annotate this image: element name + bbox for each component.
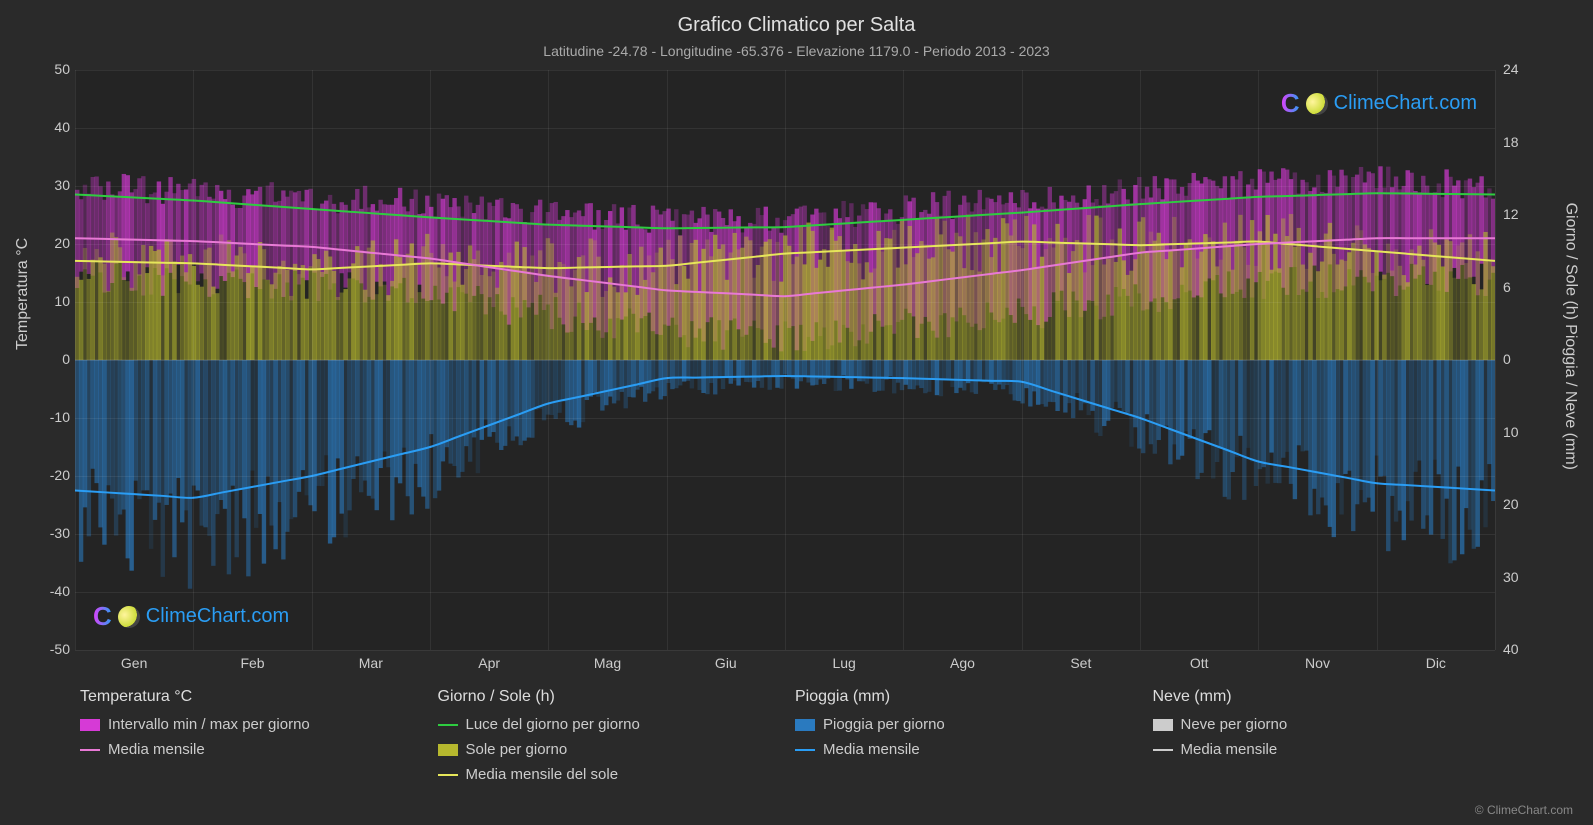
legend-item: Pioggia per giorno [795, 716, 1153, 733]
copyright: © ClimeChart.com [1475, 803, 1573, 817]
chart-title: Grafico Climatico per Salta [0, 0, 1593, 37]
y-left-tick: 40 [40, 119, 70, 135]
legend-label: Sole per giorno [466, 741, 568, 758]
grid-line-v [1022, 70, 1023, 650]
x-tick-month: Mar [359, 655, 383, 671]
grid-line-v [548, 70, 549, 650]
legend-item: Sole per giorno [438, 741, 796, 758]
grid-line-v [785, 70, 786, 650]
legend-item: Media mensile [80, 741, 438, 758]
legend-title: Giorno / Sole (h) [438, 688, 796, 706]
y-left-tick: 0 [40, 351, 70, 367]
x-tick-month: Feb [240, 655, 264, 671]
grid-line-v [193, 70, 194, 650]
legend-swatch [1153, 719, 1173, 731]
legend-title: Pioggia (mm) [795, 688, 1153, 706]
legend-label: Media mensile del sole [466, 766, 619, 783]
logo-sun-icon [118, 606, 140, 628]
x-tick-month: Set [1070, 655, 1091, 671]
x-tick-month: Dic [1426, 655, 1446, 671]
y-left-tick: 50 [40, 61, 70, 77]
x-tick-month: Ago [950, 655, 975, 671]
legend-line [795, 749, 815, 751]
legend-col-rain: Pioggia (mm) Pioggia per giorno Media me… [795, 688, 1153, 791]
logo-c-icon: C [93, 601, 112, 632]
y-right-tick-hours: 6 [1503, 279, 1511, 295]
y-left-tick: 20 [40, 235, 70, 251]
legend-label: Intervallo min / max per giorno [108, 716, 310, 733]
y-right-tick-mm: 20 [1503, 496, 1519, 512]
legend-label: Pioggia per giorno [823, 716, 945, 733]
grid-line-v [312, 70, 313, 650]
grid-line-v [1140, 70, 1141, 650]
legend-label: Media mensile [823, 741, 920, 758]
grid-line-v [667, 70, 668, 650]
legend-col-snow: Neve (mm) Neve per giorno Media mensile [1153, 688, 1511, 791]
legend-label: Luce del giorno per giorno [466, 716, 640, 733]
legend-label: Media mensile [108, 741, 205, 758]
y-right-tick-hours: 0 [1503, 351, 1511, 367]
grid-line-v [75, 70, 76, 650]
logo-c-icon: C [1281, 88, 1300, 119]
grid-line-v [1377, 70, 1378, 650]
legend-title: Neve (mm) [1153, 688, 1511, 706]
grid-line-v [1258, 70, 1259, 650]
y-left-tick: -20 [40, 467, 70, 483]
y-left-tick: -10 [40, 409, 70, 425]
legend-item: Luce del giorno per giorno [438, 716, 796, 733]
legend-label: Neve per giorno [1181, 716, 1288, 733]
legend-line [438, 774, 458, 776]
legend-swatch [438, 744, 458, 756]
grid-line-v [430, 70, 431, 650]
x-tick-month: Giu [715, 655, 737, 671]
y-right-tick-hours: 24 [1503, 61, 1519, 77]
logo-sun-icon [1306, 93, 1328, 115]
x-tick-month: Gen [121, 655, 147, 671]
legend: Temperatura °C Intervallo min / max per … [80, 688, 1510, 791]
legend-title: Temperatura °C [80, 688, 438, 706]
grid-line-h [75, 650, 1495, 651]
climate-chart: Grafico Climatico per Salta Latitudine -… [0, 0, 1593, 825]
y-left-tick: -50 [40, 641, 70, 657]
legend-item: Media mensile [1153, 741, 1511, 758]
watermark-text: ClimeChart.com [1334, 92, 1477, 115]
legend-label: Media mensile [1181, 741, 1278, 758]
legend-line [1153, 749, 1173, 751]
y-right-tick-hours: 18 [1503, 134, 1519, 150]
watermark-bottom: C ClimeChart.com [93, 601, 289, 632]
grid-line-v [1495, 70, 1496, 650]
legend-item: Intervallo min / max per giorno [80, 716, 438, 733]
watermark-top: C ClimeChart.com [1281, 88, 1477, 119]
y-left-tick: -30 [40, 525, 70, 541]
x-tick-month: Apr [478, 655, 500, 671]
grid-line-v [903, 70, 904, 650]
legend-col-temperature: Temperatura °C Intervallo min / max per … [80, 688, 438, 791]
chart-subtitle: Latitudine -24.78 - Longitudine -65.376 … [0, 37, 1593, 59]
legend-line [438, 724, 458, 726]
legend-item: Media mensile del sole [438, 766, 796, 783]
legend-col-daysun: Giorno / Sole (h) Luce del giorno per gi… [438, 688, 796, 791]
x-tick-month: Mag [594, 655, 621, 671]
x-tick-month: Lug [832, 655, 855, 671]
y-axis-right-top-title: Giorno / Sole (h) [1561, 203, 1579, 320]
y-right-tick-mm: 10 [1503, 424, 1519, 440]
legend-item: Neve per giorno [1153, 716, 1511, 733]
x-tick-month: Nov [1305, 655, 1330, 671]
y-right-tick-mm: 40 [1503, 641, 1519, 657]
y-left-tick: 30 [40, 177, 70, 193]
legend-item: Media mensile [795, 741, 1153, 758]
y-right-tick-mm: 30 [1503, 569, 1519, 585]
y-axis-left-title: Temperatura °C [14, 238, 32, 350]
legend-swatch [80, 719, 100, 731]
y-left-tick: 10 [40, 293, 70, 309]
legend-line [80, 749, 100, 751]
plot-area: C ClimeChart.com C ClimeChart.com [75, 70, 1495, 650]
y-left-tick: -40 [40, 583, 70, 599]
x-tick-month: Ott [1190, 655, 1209, 671]
legend-swatch [795, 719, 815, 731]
y-axis-right-bottom-title: Pioggia / Neve (mm) [1561, 324, 1579, 470]
y-right-tick-hours: 12 [1503, 206, 1519, 222]
watermark-text: ClimeChart.com [146, 605, 289, 628]
